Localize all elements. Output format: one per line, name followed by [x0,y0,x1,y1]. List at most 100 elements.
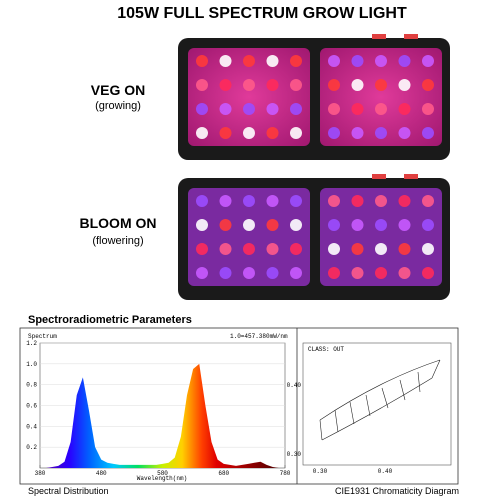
led [219,55,232,67]
led [351,103,364,115]
cie-x-tick: 0.30 [313,468,328,475]
button [404,174,418,179]
caption: CIE1931 Chromaticity Diagram [335,486,459,496]
led [243,103,255,115]
y-tick-label: 0.6 [26,403,37,410]
led [243,79,255,91]
led [375,55,387,67]
led [422,243,434,255]
spectrum-chart: 0.2 0.4 0.6 0.8 1.0 1.2 380 480 580 680 780 [26,340,291,477]
led [243,267,255,279]
led [422,195,434,207]
x-tick-label: 680 [218,470,229,477]
led [266,243,279,255]
frame [19,327,459,485]
led [243,127,255,139]
led [328,243,340,255]
led [290,243,302,255]
product-images [178,34,450,300]
led [290,219,302,231]
led [398,127,411,139]
led [290,195,302,207]
led [266,55,279,67]
led [196,219,208,231]
led [351,127,364,139]
led [266,267,279,279]
led [219,219,232,231]
led [398,267,411,279]
led [328,219,340,231]
led-window [188,48,310,146]
x-tick-label: 380 [35,470,46,477]
led [328,103,340,115]
led [290,55,302,67]
led [351,243,364,255]
led [375,103,387,115]
led [375,195,387,207]
led [219,267,232,279]
y-tick-label: 0.2 [26,444,37,451]
led [351,79,364,91]
led [219,79,232,91]
led [351,267,364,279]
cie-y-tick: 0.30 [287,451,302,458]
panel-label: BLOOM ON [80,215,157,231]
led [290,267,302,279]
led [243,195,255,207]
led [243,243,255,255]
chart-title: Spectrum [28,333,57,340]
led [328,267,340,279]
led [398,219,411,231]
panel-label: VEG ON [91,82,145,98]
led [375,79,387,91]
y-tick-label: 1.2 [26,340,37,347]
section-title: Spectroradiometric Parameters [28,314,192,326]
led [290,127,302,139]
led [398,195,411,207]
led-window [188,188,310,286]
led [290,103,302,115]
x-tick-label: 780 [280,470,291,477]
button [404,34,418,39]
led [196,55,208,67]
led [196,267,208,279]
led [422,219,434,231]
led [328,127,340,139]
led [375,219,387,231]
led [422,127,434,139]
led [196,243,208,255]
cie-class: CLASS: OUT [308,346,344,353]
button [372,174,386,179]
cie-y-tick: 0.40 [287,382,302,389]
led [266,103,279,115]
y-tick-label: 0.4 [26,423,37,430]
x-tick-label: 580 [157,470,168,477]
title: 105W FULL SPECTRUM GROW LIGHT [117,5,407,22]
led [196,103,208,115]
led [219,195,232,207]
led [196,79,208,91]
led [266,219,279,231]
cie-plot [302,342,452,466]
led [328,79,340,91]
cie-x-tick: 0.40 [378,468,393,475]
led [266,127,279,139]
led [398,79,411,91]
led [266,195,279,207]
led [290,79,302,91]
led [375,267,387,279]
cie-diagram [319,359,441,441]
led [422,55,434,67]
spectrum-area [40,363,285,468]
led [219,103,232,115]
led [375,127,387,139]
annotation: 1.0=457.380mW/nm [230,333,288,340]
led [398,243,411,255]
led-window [320,188,442,286]
led [422,103,434,115]
caption: Spectral Distribution [28,486,109,496]
led [243,55,255,67]
led [351,55,364,67]
panel-sublabel: (growing) [95,100,141,112]
